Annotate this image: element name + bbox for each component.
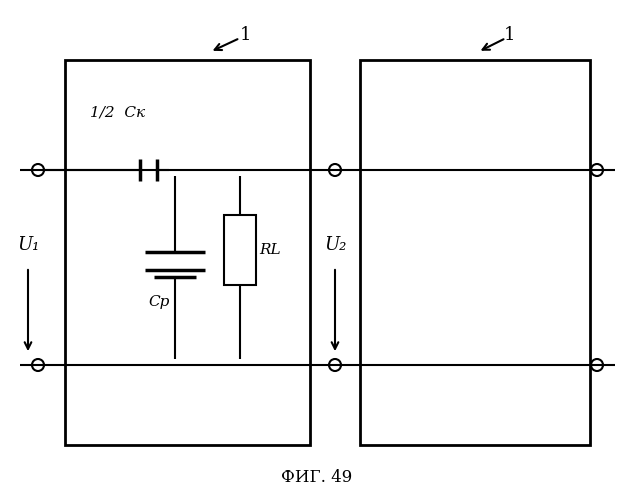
Text: ФИГ. 49: ФИГ. 49	[281, 470, 352, 486]
Bar	[65, 60, 310, 445]
Bar	[224, 215, 256, 285]
Text: 1/2  Cк: 1/2 Cк	[90, 105, 145, 119]
Text: RL: RL	[259, 243, 281, 257]
Text: Cр: Cр	[149, 295, 170, 309]
Bar	[360, 60, 590, 445]
Text: U₂: U₂	[324, 236, 346, 254]
Text: 1: 1	[239, 26, 251, 44]
Text: 1: 1	[504, 26, 516, 44]
Text: U₁: U₁	[17, 236, 39, 254]
